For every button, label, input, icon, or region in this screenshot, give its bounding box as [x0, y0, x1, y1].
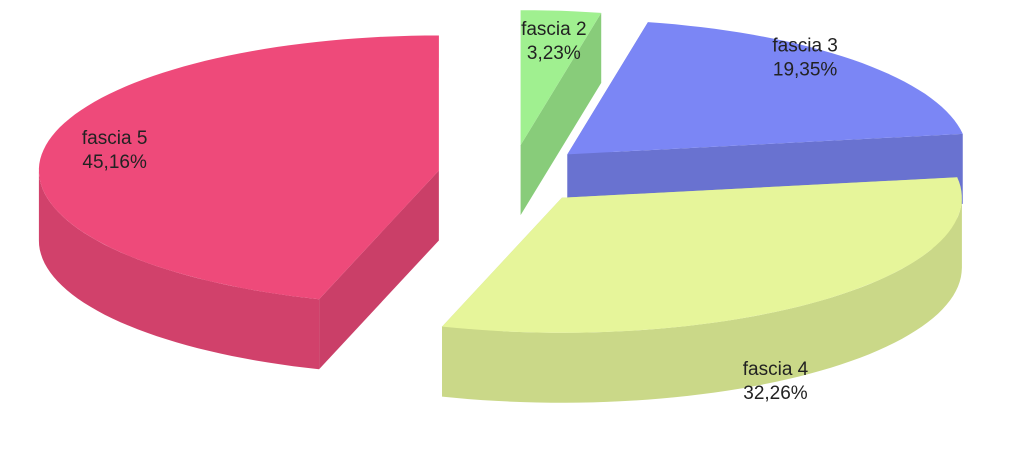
value-label: 3,23%: [527, 43, 581, 64]
slice-side: [38, 170, 320, 370]
value-label: 32,26%: [743, 383, 808, 404]
slice-edge: [520, 12, 602, 216]
value-label: 45,16%: [82, 152, 147, 173]
slice-edge: [319, 170, 439, 370]
slice-label: fascia 3: [772, 36, 837, 57]
slice-side: [442, 197, 962, 403]
value-label: 19,35%: [773, 60, 838, 81]
slice-group: [520, 10, 602, 216]
slice: [520, 10, 602, 146]
slice-group: [38, 35, 439, 370]
slice-label: fascia 2: [521, 19, 586, 40]
slice-label: fascia 4: [743, 359, 809, 380]
slice: [442, 177, 962, 333]
slice-group: [442, 177, 962, 403]
slice-label: fascia 5: [82, 128, 147, 149]
slice: [38, 35, 439, 300]
slice: [567, 22, 963, 155]
